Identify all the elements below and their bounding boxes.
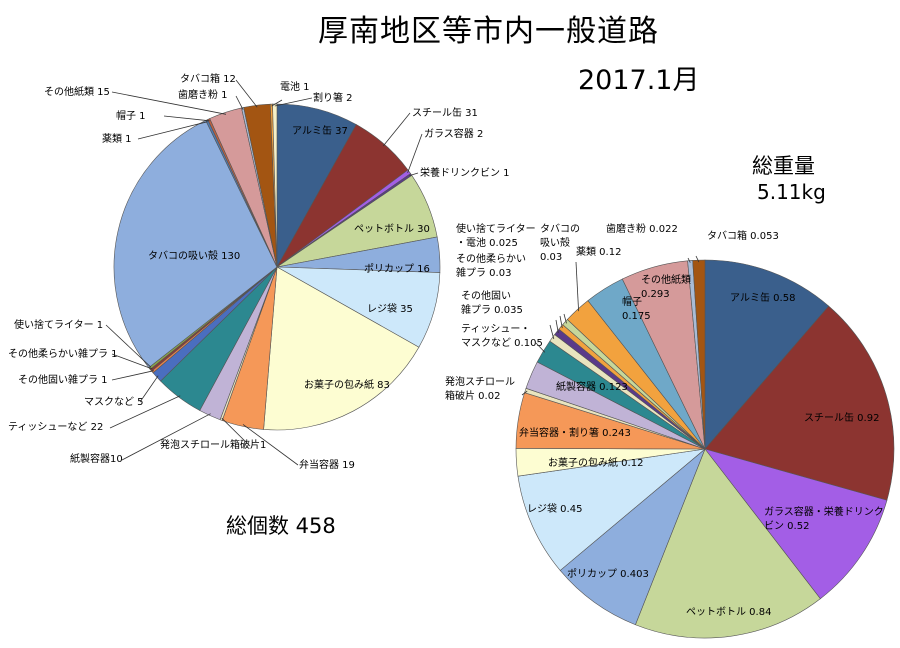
pie-count-label-13: その他固い雑プラ 1 (18, 373, 108, 386)
pie-count-label-4: ペットボトル 30 (354, 223, 430, 235)
pie-weight-leader-19 (695, 255, 700, 263)
pie-count-slice-16 (113, 120, 278, 369)
pie-count-slice-7 (263, 266, 420, 431)
total-weight-value: 5.11kg (757, 180, 826, 204)
pie-count-label-0: アルミ缶 37 (292, 124, 348, 137)
pie-weight-label-17: その他紙類 0.293 (641, 273, 691, 300)
pie-count-label-18: 帽子 1 (116, 109, 146, 122)
pie-weight-leader-8 (521, 390, 528, 396)
pie-count-label-21: タバコ箱 12 (180, 72, 236, 85)
pie-count-leader-15 (105, 324, 152, 368)
pie-count-leader-10 (121, 413, 211, 461)
pie-weight-label-18: 歯磨き粉 0.022 (606, 222, 678, 235)
pie-count-leader-1 (382, 112, 411, 147)
pie-weight-label-10: ティッシュー・マスクなど 0.105 (461, 324, 543, 349)
pie-count-leader-20 (235, 95, 244, 110)
pie-count-label-5: ポリカップ 16 (364, 263, 430, 275)
pie-count-leader-18 (163, 115, 210, 122)
pie-weight-label-1: スチール缶 0.92 (804, 411, 879, 424)
pie-weight-leader-12 (555, 319, 559, 334)
pie-count-label-3: 栄養ドリンクビン 1 (420, 166, 510, 179)
pie-weight-label-4: ポリカップ 0.403 (567, 568, 649, 580)
pie-count-leader-23 (274, 97, 313, 107)
pie-weight-label-19: タバコ箱 0.053 (707, 229, 779, 242)
pie-count-label-16: タバコの吸い殻 130 (148, 249, 240, 262)
pie-count-label-15: 使い捨てライター 1 (14, 318, 103, 331)
pie-weight-label-5: レジ袋 0.45 (527, 502, 582, 515)
pie-weight-label-13: 使い捨てライター・電池 0.025 (456, 222, 536, 249)
pie-weight-label-12: その他柔らかい雑プラ 0.03 (456, 252, 526, 279)
pie-weight-slice-2 (704, 448, 888, 600)
pie-count-label-12: マスクなど 5 (84, 396, 144, 408)
pie-count-label-19: その他紙類 15 (44, 85, 110, 98)
pie-count-leader-3 (409, 172, 419, 176)
pie-weight-label-14: タバコの吸い殻 0.03 (540, 223, 580, 263)
pie-weight-slice-1 (704, 305, 895, 501)
pie-count-leader-13 (111, 370, 154, 381)
pie-weight-leader-14 (563, 313, 567, 324)
pie-weight-label-9: 紙製容器 0.123 (556, 380, 628, 393)
chart-date: 2017.1月 (578, 65, 700, 96)
pie-count-leader-12 (139, 375, 159, 403)
total-weight-title: 総重量 (752, 154, 815, 178)
pie-weight-slice-0 (704, 259, 830, 450)
pie-count-leader-14 (111, 353, 153, 370)
pie-weight-slice-3 (635, 448, 821, 639)
total-count-label: 総個数 458 (226, 514, 336, 538)
pie-weight-label-8: 発泡スチロール箱破片 0.02 (445, 375, 515, 402)
pie-weight-leader-10 (535, 342, 546, 353)
pie-count-label-8: 弁当容器 19 (299, 458, 355, 471)
pie-count-label-20: 歯磨き粉 1 (178, 88, 228, 101)
pie-count-label-1: スチール缶 31 (412, 106, 478, 119)
pie-weight-leader-11 (549, 324, 555, 340)
pie-count-label-22: 電池 1 (280, 80, 310, 93)
pie-count-label-2: ガラス容器 2 (424, 127, 483, 140)
pie-weight-label-6: お菓子の包み紙 0.12 (548, 456, 643, 469)
pie-count-label-6: レジ袋 35 (367, 302, 413, 315)
pie-weight-leader-13 (559, 315, 563, 329)
pie-count-leader-21 (235, 79, 258, 108)
pie-count-leader-19 (111, 91, 227, 115)
pie-weight-slice-19 (692, 259, 706, 450)
pie-count-leader-11 (109, 395, 181, 429)
pie-weight-slice-4 (559, 448, 706, 626)
pie-weight-label-0: アルミ缶 0.58 (730, 291, 795, 304)
pie-count-leader-22 (271, 99, 283, 107)
pie-weight-label-2: ガラス容器・栄養ドリンクビン 0.52 (764, 505, 884, 532)
pie-weight-slice-5 (517, 448, 707, 571)
pie-weight-leader-18 (687, 257, 691, 263)
pie-weight-label-15: 薬類 0.12 (576, 246, 621, 258)
pie-count-label-14: その他柔らかい雑プラ 1 (8, 347, 118, 360)
pie-count-label-23: 割り箸 2 (313, 91, 353, 104)
pie-count-leader-2 (407, 133, 423, 174)
pie-count-label-7: お菓子の包み紙 83 (304, 378, 390, 391)
chart-title: 厚南地区等市内一般道路 (318, 14, 659, 49)
pie-weight-label-16: 帽子 0.175 (622, 295, 651, 322)
pie-count-label-11: ティッシューなど 22 (8, 421, 103, 433)
pie-count-leader-8 (242, 424, 299, 466)
pie-weight-leader-15 (575, 261, 579, 312)
pie-count-label-17: 薬類 1 (102, 133, 132, 145)
pie-count-leader-9 (221, 417, 251, 447)
pie-count-label-10: 紙製容器10 (70, 452, 123, 465)
pie-count-leader-17 (137, 121, 208, 140)
pie-weight-label-7: 弁当容器・割り箸 0.243 (519, 426, 631, 439)
pie-count-label-9: 発泡スチロール箱破片1 (160, 438, 266, 451)
pie-weight-label-3: ペットボトル 0.84 (686, 606, 771, 618)
pie-weight-label-11: その他固い雑プラ 0.035 (461, 289, 523, 316)
